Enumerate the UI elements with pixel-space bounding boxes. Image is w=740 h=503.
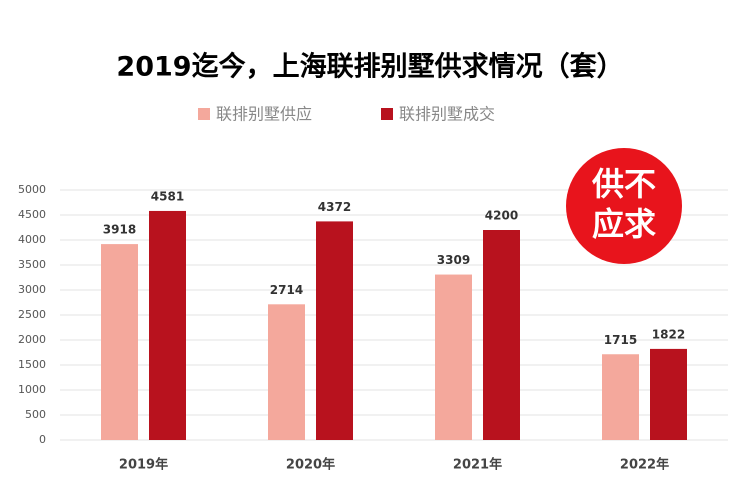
value-label: 3918 (103, 223, 136, 237)
y-tick-label: 3500 (18, 258, 46, 271)
legend-swatch (198, 108, 210, 120)
badge (566, 148, 682, 264)
bar (316, 221, 353, 440)
badge-text: 供不 (592, 165, 656, 203)
badge-text: 应求 (592, 205, 656, 243)
y-tick-label: 5000 (18, 183, 46, 196)
value-label: 1715 (604, 333, 637, 347)
bar (101, 244, 138, 440)
y-tick-label: 2000 (18, 333, 46, 346)
bar (483, 230, 520, 440)
bar (435, 274, 472, 440)
bar (602, 354, 639, 440)
value-label: 4200 (485, 209, 518, 223)
value-label: 4372 (318, 200, 351, 214)
x-tick-label: 2021年 (453, 457, 502, 473)
y-tick-label: 1000 (18, 383, 46, 396)
y-tick-label: 3000 (18, 283, 46, 296)
bar (650, 348, 687, 440)
x-tick-label: 2019年 (119, 457, 168, 473)
y-tick-label: 4500 (18, 208, 46, 221)
x-tick-label: 2022年 (620, 457, 669, 473)
value-label: 3309 (437, 253, 470, 267)
y-tick-label: 500 (25, 408, 46, 421)
y-tick-label: 2500 (18, 308, 46, 321)
legend-label: 联排别墅成交 (399, 105, 495, 124)
value-label: 2714 (270, 283, 303, 297)
value-label: 4581 (151, 189, 184, 203)
y-tick-label: 1500 (18, 358, 46, 371)
y-tick-label: 0 (39, 433, 46, 446)
x-tick-label: 2020年 (286, 457, 335, 473)
bar (149, 210, 186, 440)
legend-label: 联排别墅供应 (216, 105, 312, 124)
y-tick-label: 4000 (18, 233, 46, 246)
chart-title: 2019迄今，上海联排别墅供求情况（套） (116, 51, 623, 83)
legend-swatch (381, 108, 393, 120)
bar (268, 304, 305, 440)
value-label: 1822 (652, 327, 685, 341)
